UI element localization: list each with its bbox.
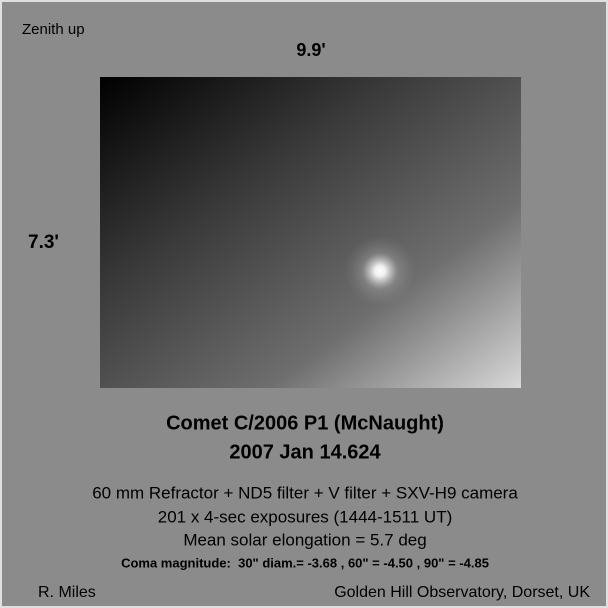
author: R. Miles	[38, 584, 96, 601]
height-label: 7.3'	[28, 232, 59, 253]
coma-magnitude: Coma magnitude: 30" diam.= -3.68 , 60" =…	[121, 555, 489, 570]
orientation: Zenith up	[22, 21, 85, 38]
comet-image	[100, 77, 521, 388]
comet-coma	[344, 235, 416, 307]
detail: 60 mm Refractor + ND5 filter + V filter …	[92, 483, 518, 502]
width-label: 9.9'	[296, 40, 325, 60]
title: Comet C/2006 P1 (McNaught)	[166, 412, 444, 434]
observatory: Golden Hill Observatory, Dorset, UK	[334, 584, 590, 601]
detail: Mean solar elongation = 5.7 deg	[183, 530, 426, 549]
date: 2007 Jan 14.624	[229, 441, 381, 463]
detail: 201 x 4-sec exposures (1444-1511 UT)	[158, 507, 453, 526]
